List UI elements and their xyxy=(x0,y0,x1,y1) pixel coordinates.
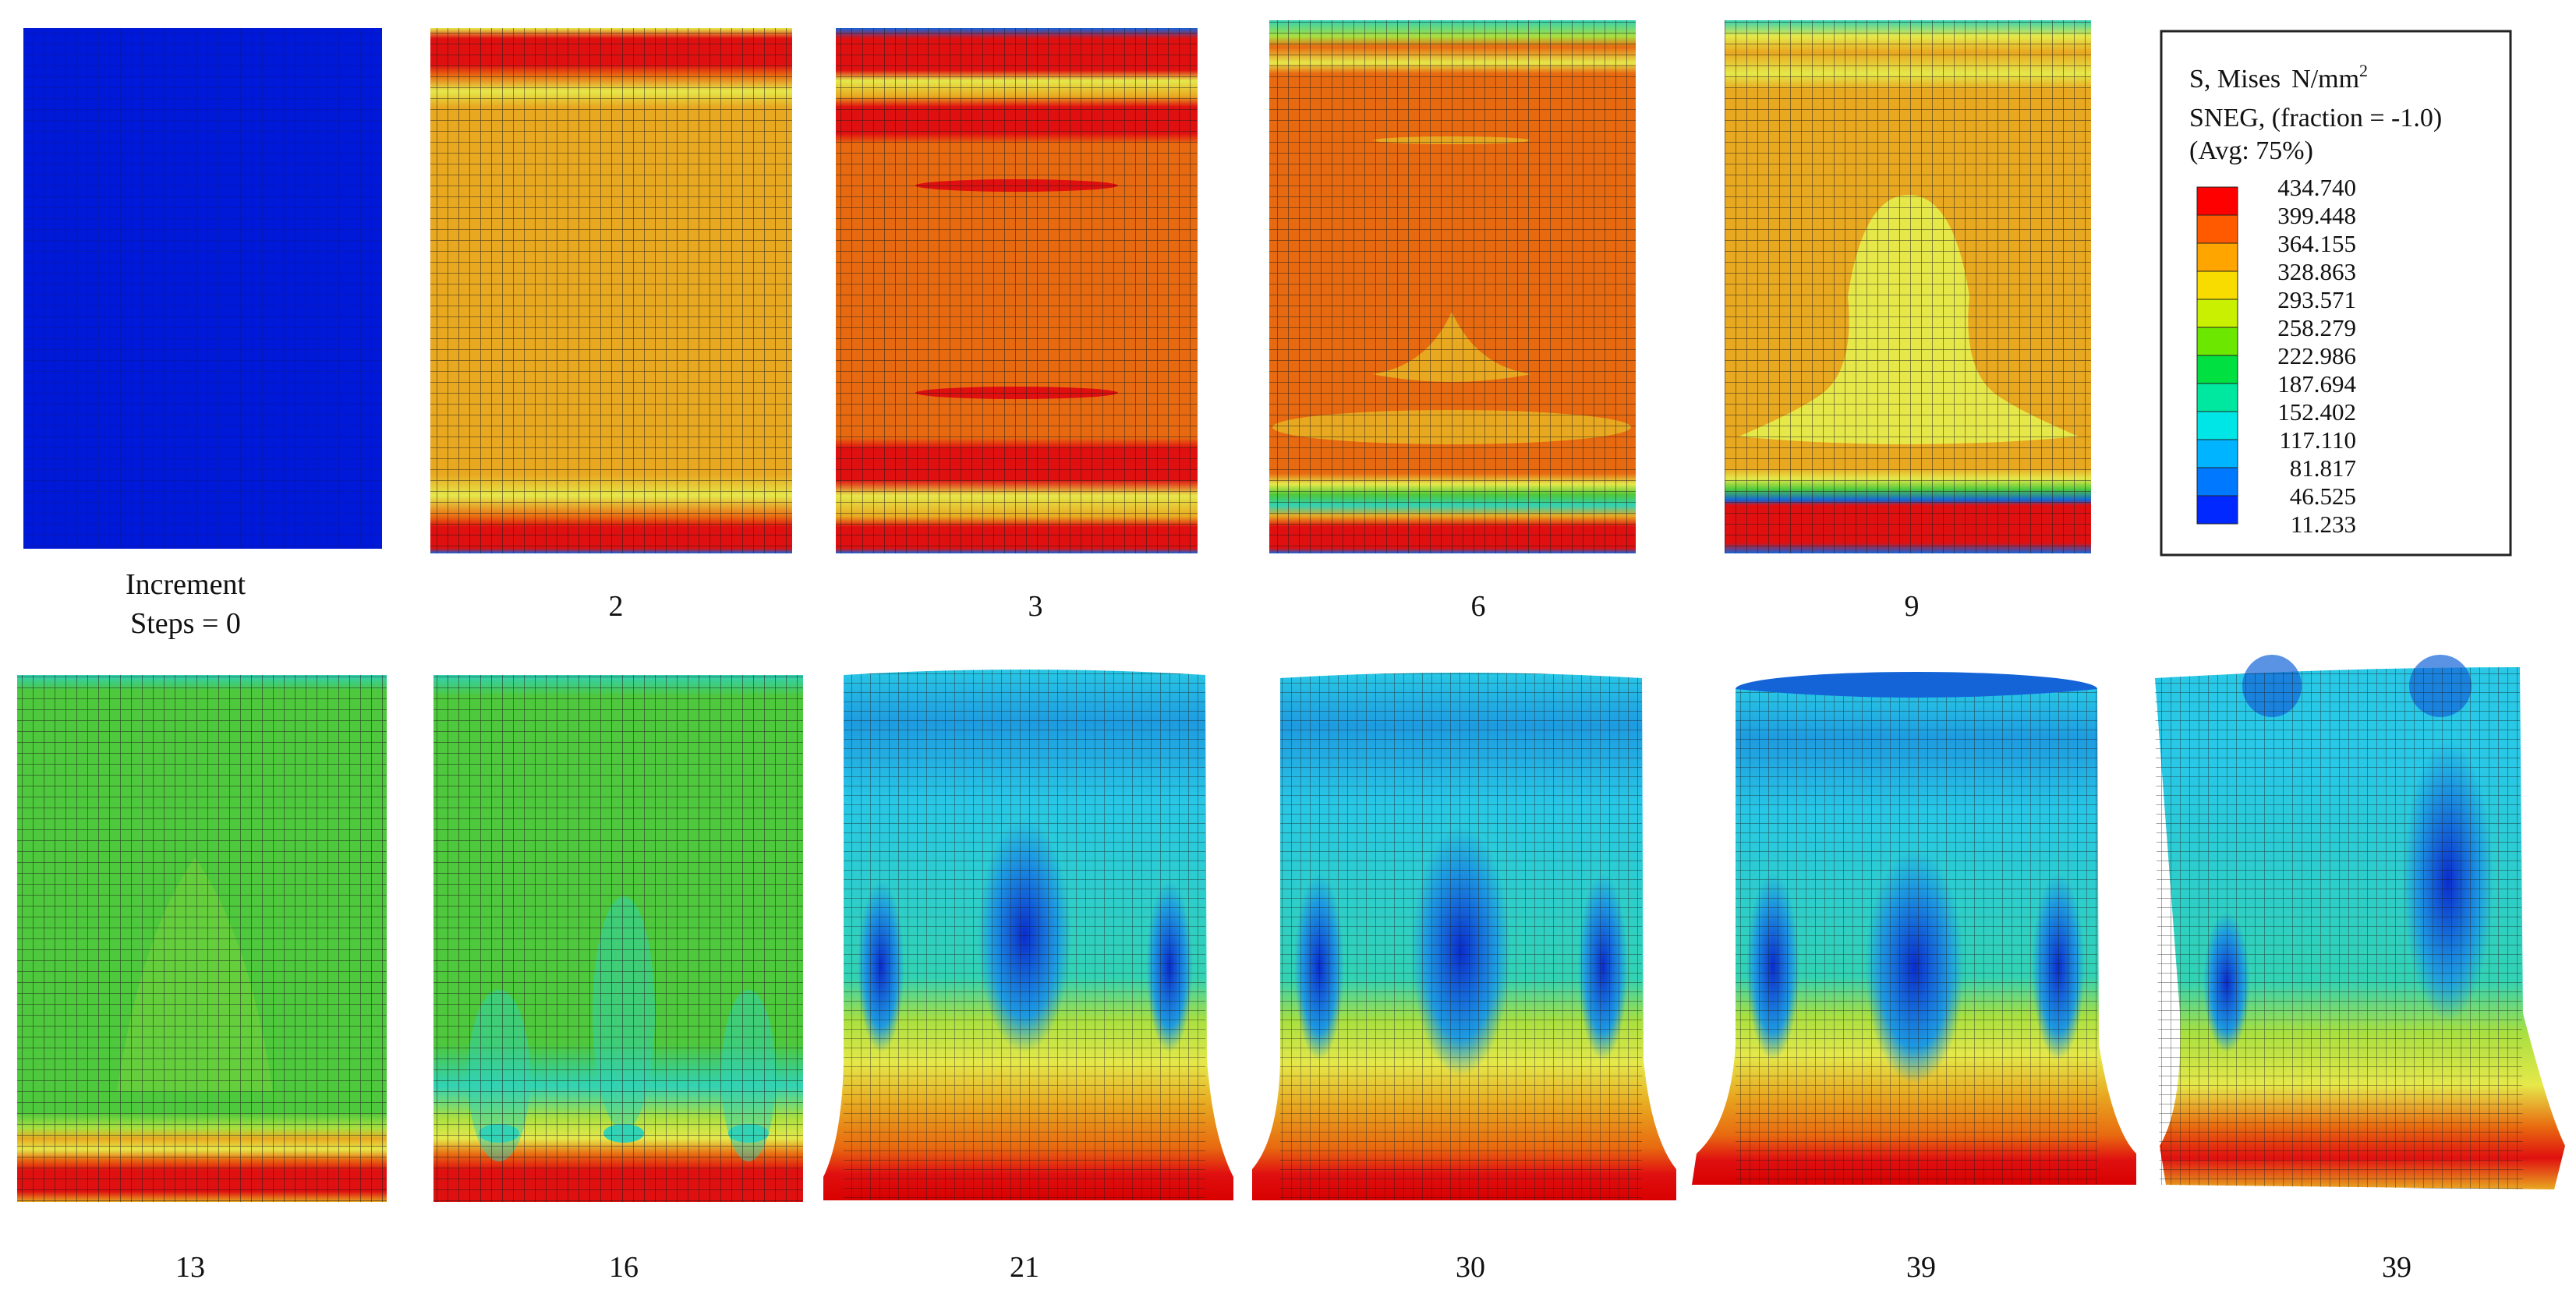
cylinder-step-2 xyxy=(430,28,792,553)
legend: S, Mises N/mm2 SNEG, (fraction = -1.0) (A… xyxy=(2160,30,2512,557)
label-step-39-b: 39 xyxy=(2382,1251,2411,1284)
legend-value: 187.694 xyxy=(2277,370,2356,398)
legend-value: 117.110 xyxy=(2280,426,2356,454)
legend-value: 364.155 xyxy=(2277,230,2356,257)
legend-value: 11.233 xyxy=(2291,511,2356,538)
label-step-9: 9 xyxy=(1905,590,1920,623)
legend-swatch xyxy=(2196,439,2238,468)
legend-swatch xyxy=(2196,327,2238,356)
legend-scale: 434.740399.448364.155328.863293.571258.2… xyxy=(2196,174,2357,538)
legend-swatch xyxy=(2196,383,2238,412)
legend-value: 434.740 xyxy=(2277,174,2356,201)
legend-swatch xyxy=(2196,186,2238,216)
label-step-16: 16 xyxy=(609,1251,639,1284)
label-step-30: 30 xyxy=(1456,1251,1485,1284)
legend-value: 46.525 xyxy=(2290,482,2356,510)
cylinder-step-0 xyxy=(23,28,382,549)
cylinder-step-30 xyxy=(1252,673,1676,1200)
cylinder-step-16 xyxy=(433,675,803,1202)
label-step-21: 21 xyxy=(1010,1251,1039,1284)
label-step-13: 13 xyxy=(175,1251,205,1284)
legend-swatch xyxy=(2196,214,2238,244)
cylinder-step-39-b xyxy=(2155,655,2565,1189)
label-step-39-a: 39 xyxy=(1906,1251,1936,1284)
label-step-6: 6 xyxy=(1471,590,1486,623)
cylinder-step-21 xyxy=(823,670,1233,1200)
cylinder-step-13 xyxy=(17,675,387,1202)
cylinder-step-3 xyxy=(836,28,1198,553)
legend-value: 258.279 xyxy=(2277,314,2356,341)
cylinder-step-9 xyxy=(1725,20,2091,553)
legend-value: 152.402 xyxy=(2277,398,2356,426)
legend-value: 399.448 xyxy=(2277,202,2356,229)
legend-sneg: SNEG, (fraction = -1.0) xyxy=(2189,104,2442,133)
legend-swatch xyxy=(2196,270,2238,300)
label-step-3: 3 xyxy=(1028,590,1043,623)
legend-swatch xyxy=(2196,242,2238,272)
cylinder-step-39-a xyxy=(1692,672,2136,1185)
legend-value: 81.817 xyxy=(2290,454,2356,482)
label-step-0-line1: Increment xyxy=(126,568,246,601)
legend-swatch xyxy=(2196,467,2238,497)
label-step-2: 2 xyxy=(609,590,624,623)
legend-avg: (Avg: 75%) xyxy=(2189,136,2313,165)
legend-value: 222.986 xyxy=(2277,342,2356,369)
legend-swatch xyxy=(2196,355,2238,384)
legend-swatch xyxy=(2196,299,2238,328)
label-step-0-line2: Steps = 0 xyxy=(130,607,241,640)
legend-swatch xyxy=(2196,495,2238,525)
legend-value: 328.863 xyxy=(2277,258,2356,285)
legend-swatch xyxy=(2196,411,2238,440)
cylinder-step-6 xyxy=(1269,20,1636,553)
legend-value: 293.571 xyxy=(2277,286,2356,313)
legend-title: S, Mises N/mm2 xyxy=(2189,61,2368,94)
